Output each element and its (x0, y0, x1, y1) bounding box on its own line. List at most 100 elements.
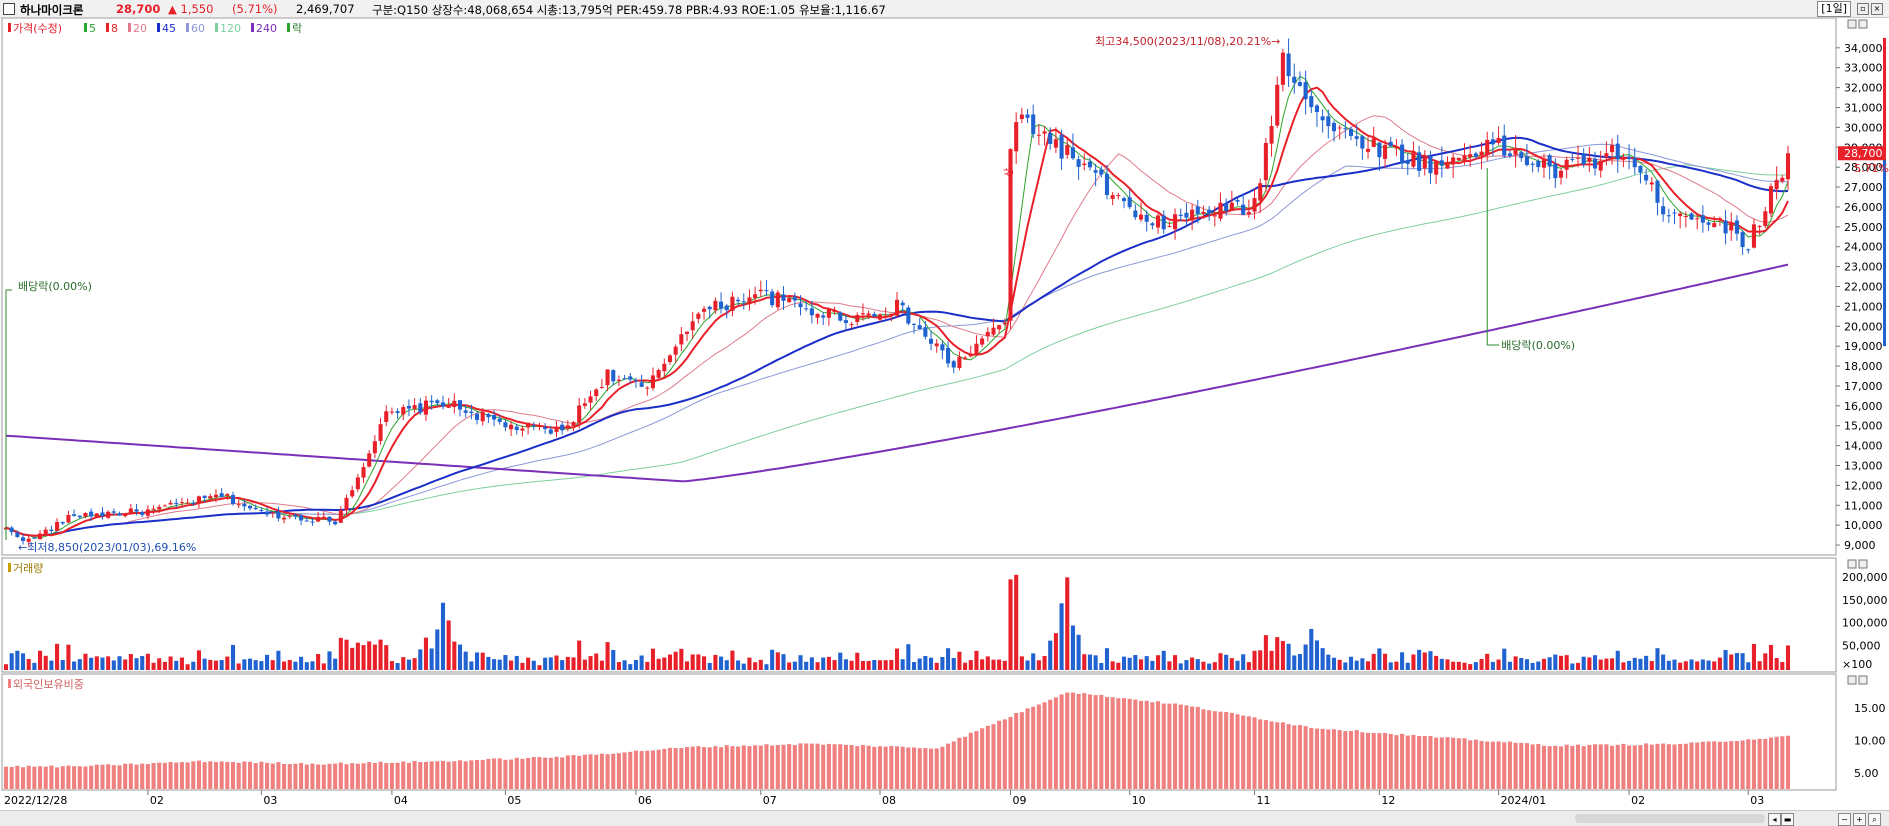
volume-bar (1479, 659, 1484, 670)
volume-bar (213, 660, 219, 670)
candle-body (1678, 213, 1683, 217)
volume-bar (1485, 653, 1490, 670)
candle-body (406, 405, 411, 409)
price-tick-label: 33,000 (1844, 62, 1883, 75)
zoom-slider-icon[interactable]: ▬ (1781, 813, 1794, 826)
candle-body (980, 338, 985, 345)
volume-bar (179, 657, 184, 670)
candle-body (100, 512, 105, 517)
candle-body (963, 357, 968, 360)
volume-bar (843, 659, 848, 670)
foreign-bar (1133, 699, 1138, 789)
foreign-bar (605, 754, 610, 789)
volume-bar (815, 662, 820, 670)
candle-body (1354, 136, 1359, 139)
foreign-bar (128, 763, 133, 789)
candle-body (15, 532, 20, 537)
foreign-bar (429, 761, 434, 789)
volume-bar (1326, 654, 1331, 670)
foreign-bar (1439, 737, 1444, 789)
candle-body (1331, 122, 1337, 132)
volume-bar (1235, 660, 1240, 670)
axis-up-bar (1883, 37, 1886, 154)
foreign-bar (889, 746, 894, 789)
volume-bar (599, 660, 604, 670)
select-checkbox[interactable] (3, 3, 15, 15)
foreign-bar (911, 747, 917, 789)
candle-body (270, 512, 275, 514)
foreign-bar (1116, 698, 1121, 789)
foreign-bar (826, 743, 831, 789)
volume-bar (1417, 649, 1422, 670)
volume-bar (1751, 643, 1756, 670)
volume-bar (32, 662, 37, 670)
volume-bar (1138, 659, 1144, 670)
candle-body (1638, 165, 1643, 173)
volume-bar (1150, 660, 1155, 670)
price-tick-label: 23,000 (1844, 261, 1883, 274)
foreign-bar (265, 762, 270, 789)
zoom-out-icon[interactable]: − (1838, 813, 1851, 826)
volume-bar (185, 664, 190, 670)
x-tick-label: 07 (763, 794, 777, 807)
volume-bar (66, 644, 71, 670)
volume-bar (372, 644, 377, 670)
candle-body (792, 296, 797, 301)
price-tick-label: 17,000 (1844, 380, 1883, 393)
volume-bar (1490, 661, 1495, 670)
foreign-legend: 외국인보유비중 (13, 678, 84, 691)
zoom-in-icon[interactable]: + (1853, 813, 1866, 826)
candle-body (310, 521, 315, 523)
foreign-bar (310, 763, 315, 789)
volume-bar (310, 661, 315, 670)
foreign-bar (1479, 741, 1484, 789)
volume-bar (1763, 653, 1768, 670)
volume-bar (639, 655, 644, 670)
candle-body (26, 538, 31, 542)
foreign-bar (923, 748, 928, 789)
candle-body (866, 313, 871, 316)
price-tick-label: 32,000 (1844, 82, 1883, 95)
foreign-bar (1303, 726, 1308, 789)
candle-body (1195, 206, 1200, 214)
foreign-bar (293, 763, 298, 789)
candle-body (1263, 142, 1268, 181)
candle-body (72, 514, 77, 516)
zoom-reset-icon[interactable]: ⌕ (1868, 813, 1881, 826)
horizontal-scrollbar[interactable] (1575, 814, 1765, 823)
candle-body (1400, 144, 1405, 164)
x-tick-label: 11 (1257, 794, 1271, 807)
foreign-bar (344, 764, 349, 789)
foreign-bar (1042, 702, 1047, 789)
foreign-bar (838, 744, 843, 789)
close-icon[interactable]: × (1871, 3, 1883, 15)
foreign-bar (1275, 722, 1280, 789)
candle-body (616, 379, 621, 381)
volume-value: 2,469,707 (296, 2, 355, 16)
candle-body (1587, 157, 1592, 162)
foreign-bar (1127, 698, 1132, 789)
ma60-line (5, 143, 1789, 537)
period-selector[interactable]: [1일] (1817, 1, 1851, 17)
foreign-bar (1405, 735, 1410, 789)
candle-body (168, 502, 173, 505)
candle-body (446, 405, 451, 408)
foreign-bar (452, 761, 457, 789)
volume-bar (43, 655, 48, 670)
foreign-bar (900, 746, 905, 789)
candle-body (1133, 210, 1138, 218)
restore-icon[interactable]: ▫ (1857, 3, 1869, 15)
candle-body (384, 411, 389, 422)
foreign-bar (1365, 732, 1371, 789)
candle-body (117, 513, 122, 516)
foreign-bar (1496, 741, 1501, 789)
panel-restore-icon (1847, 19, 1857, 29)
scroll-left-icon[interactable]: ◂ (1768, 813, 1781, 826)
candle-body (855, 315, 860, 323)
volume-bar (1615, 650, 1620, 670)
candle-body (89, 511, 94, 517)
panel-close-icon (1858, 19, 1868, 29)
volume-bar (724, 660, 729, 670)
candle-body (429, 400, 434, 403)
volume-bar (605, 642, 610, 670)
